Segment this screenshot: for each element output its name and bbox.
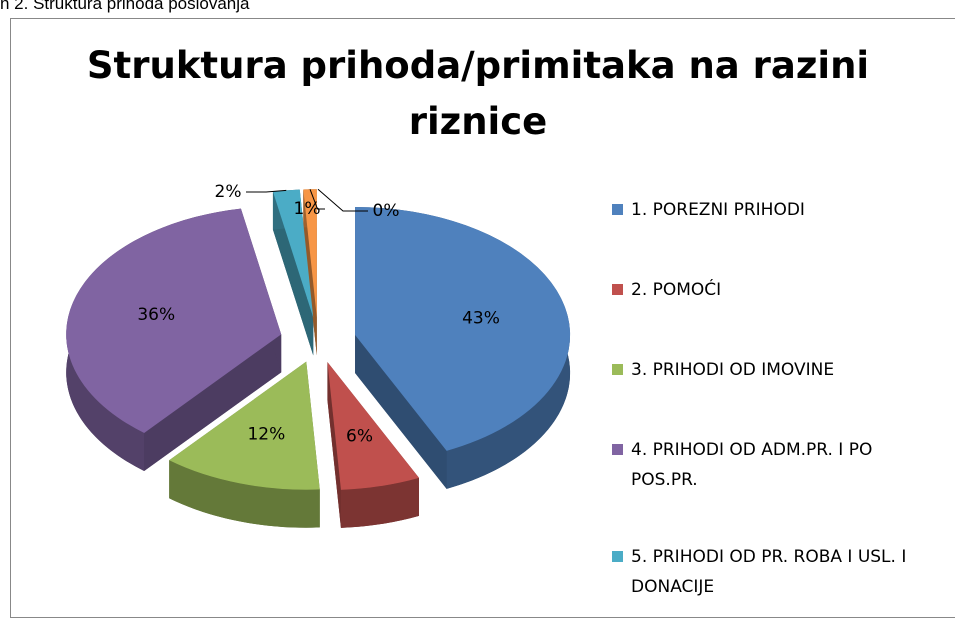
slice-wall — [272, 191, 314, 356]
slice — [66, 208, 282, 433]
data-label: 6% — [346, 426, 373, 446]
legend-swatch — [612, 444, 623, 455]
legend-swatch — [612, 284, 623, 295]
slice-wall — [303, 189, 317, 356]
chart-title: Struktura prihoda/primitaka na razini ri… — [86, 44, 870, 143]
legend-label: 5. PRIHODI OD PR. ROBA I USL. I DONACIJE — [631, 547, 907, 597]
legend-swatch — [612, 551, 623, 562]
leader-line — [309, 189, 325, 210]
data-label: 1% — [294, 199, 321, 219]
legend-label: 4. PRIHODI OD ADM.PR. I PO POS.PR. — [631, 440, 873, 490]
legend-swatch — [612, 204, 623, 215]
legend-entry: 4. PRIHODI OD ADM.PR. I PO POS.PR. — [612, 435, 942, 495]
leader-line — [317, 188, 368, 212]
slice — [355, 207, 571, 451]
data-label: 0% — [373, 201, 400, 221]
slice — [169, 361, 320, 490]
data-label: 36% — [137, 305, 175, 325]
data-label: 12% — [247, 425, 285, 445]
slice-wall — [327, 362, 341, 528]
slice — [327, 362, 419, 490]
legend-label: 1. POREZNI PRIHODI — [631, 200, 805, 220]
slice — [303, 189, 317, 318]
slice-band — [340, 477, 419, 528]
data-label: 2% — [215, 182, 242, 202]
legend-label: 3. PRIHODI OD IMOVINE — [631, 360, 835, 380]
legend-entry: 2. POMOĆI — [612, 275, 942, 305]
chart: 43% 6% 12% 36% 2% 1% 0% — [66, 182, 571, 528]
legend-entry: 3. PRIHODI OD IMOVINE — [612, 355, 942, 385]
slice-wall — [355, 335, 447, 489]
leader-line — [246, 189, 287, 193]
slice-band — [169, 460, 320, 528]
caption: n 2. Struktura prihoda poslovanja — [0, 0, 250, 13]
legend-entry: 5. PRIHODI OD PR. ROBA I USL. I DONACIJE — [612, 542, 942, 602]
slice — [272, 189, 314, 318]
legend-entry: 1. POREZNI PRIHODI — [612, 195, 942, 225]
data-label: 43% — [462, 308, 500, 328]
slice-wall — [144, 334, 282, 471]
legend-label: 2. POMOĆI — [631, 280, 722, 300]
legend-swatch — [612, 364, 623, 375]
